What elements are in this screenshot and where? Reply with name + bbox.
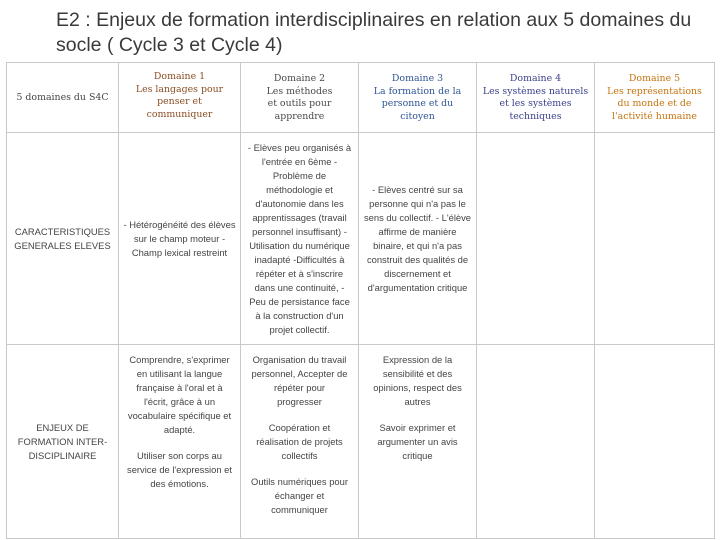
header-row: 5 domaines du S4C Domaine 1 Les langages…: [6, 62, 715, 133]
enjeux-domain-1: Comprendre, s'exprimer en utilisant la l…: [118, 344, 241, 539]
caracteristiques-row: CARACTERISTIQUES GENERALES ELEVES - Hété…: [6, 132, 715, 345]
page-title: E2 : Enjeux de formation interdisciplina…: [56, 9, 692, 56]
caracteristiques-domain-1: - Hétérogénéité des élèves sur le champ …: [118, 132, 241, 345]
domain-5-number: Domaine 5: [628, 73, 681, 84]
domains-table: 5 domaines du S4C Domaine 1 Les langages…: [6, 62, 715, 539]
caracteristiques-domain-5: [594, 132, 715, 345]
enjeux-label: ENJEUX DE FORMATION INTER-DISCIPLINAIRE: [6, 344, 119, 539]
enjeux-d2-item: Outils numériques pour échanger et commu…: [251, 476, 348, 515]
enjeux-domain-4: [476, 344, 595, 539]
domain-2-header: Domaine 2 Les méthodes et outils pour ap…: [240, 62, 359, 133]
caracteristiques-d2-text: - Elèves peu organisés à l'entrée en 6èm…: [247, 141, 352, 335]
domain-1-number: Domaine 1: [153, 71, 206, 82]
enjeux-d3-item: Savoir exprimer et argumenter un avis cr…: [377, 422, 458, 461]
caracteristiques-d3-text: - Elèves centré sur sa personne qui n'a …: [363, 183, 472, 293]
domain-1-header: Domaine 1 Les langages pour penser et co…: [118, 62, 241, 133]
domain-4-header: Domaine 4 Les systèmes naturels et les s…: [476, 62, 595, 133]
enjeux-domain-3: Expression de la sensibilité et des opin…: [358, 344, 477, 539]
domain-2-name: Les méthodes et outils pour apprendre: [266, 85, 333, 122]
domain-4-number: Domaine 4: [509, 73, 562, 84]
domain-1-name: Les langages pour penser et communiquer: [135, 83, 224, 120]
caracteristiques-domain-2: - Elèves peu organisés à l'entrée en 6èm…: [240, 132, 359, 345]
enjeux-row: ENJEUX DE FORMATION INTER-DISCIPLINAIRE …: [6, 344, 715, 539]
enjeux-label-text: ENJEUX DE FORMATION INTER-DISCIPLINAIRE: [17, 421, 108, 461]
enjeux-d2-item: Organisation du travail personnel, Accep…: [251, 354, 348, 407]
domain-3-header: Domaine 3 La formation de la personne et…: [358, 62, 477, 133]
domain-5-name: Les représentations du monde et de l'act…: [607, 85, 702, 122]
domain-3-number: Domaine 3: [391, 73, 444, 84]
domain-4-name: Les systèmes naturels et les systèmes te…: [482, 85, 589, 122]
enjeux-d3-item: Expression de la sensibilité et des opin…: [373, 354, 462, 407]
caracteristiques-domain-3: - Elèves centré sur sa personne qui n'a …: [358, 132, 477, 345]
enjeux-domain-5: [594, 344, 715, 539]
domains-row-label: 5 domaines du S4C: [16, 91, 109, 103]
row-label-domains: 5 domaines du S4C: [6, 62, 119, 133]
domain-2-number: Domaine 2: [273, 73, 326, 84]
caracteristiques-domain-4: [476, 132, 595, 345]
domain-3-name: La formation de la personne et du citoye…: [373, 85, 462, 122]
enjeux-d2-item: Coopération et réalisation de projets co…: [256, 422, 343, 461]
caracteristiques-label: CARACTERISTIQUES GENERALES ELEVES: [6, 132, 119, 345]
caracteristiques-d1-text: - Hétérogénéité des élèves sur le champ …: [123, 218, 236, 258]
enjeux-d1-item: Utiliser son corps au service de l'expre…: [127, 450, 232, 489]
caracteristiques-label-text: CARACTERISTIQUES GENERALES ELEVES: [14, 225, 111, 251]
enjeux-d1-item: Comprendre, s'exprimer en utilisant la l…: [127, 354, 232, 435]
domain-5-header: Domaine 5 Les représentations du monde e…: [594, 62, 715, 133]
enjeux-domain-2: Organisation du travail personnel, Accep…: [240, 344, 359, 539]
